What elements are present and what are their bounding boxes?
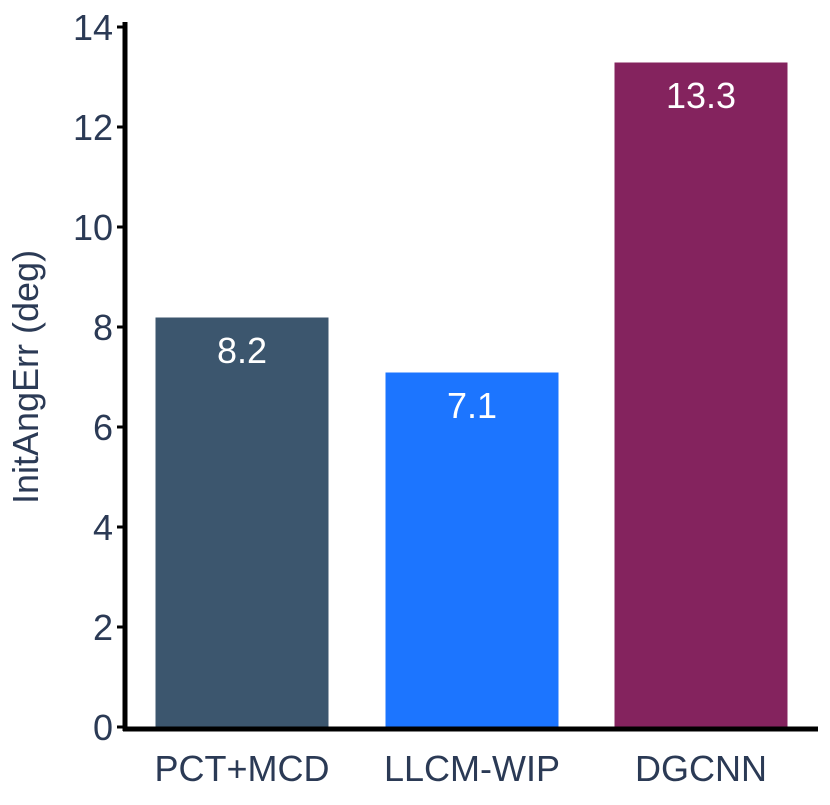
- y-tick-label: 12: [73, 107, 113, 148]
- y-tick-label: 8: [93, 307, 113, 348]
- bar-dgcnn: [613, 61, 789, 728]
- bar-pct-mcd: [154, 316, 330, 728]
- x-category-label: DGCNN: [635, 748, 767, 789]
- bars-group: 8.2 7.1 13.3: [154, 61, 789, 728]
- y-axis-ticks: 0 2 4 6 8 10 12 14: [73, 7, 125, 748]
- y-tick-label: 0: [93, 707, 113, 748]
- bar-llcm-wip: [384, 371, 560, 728]
- x-category-label: LLCM-WIP: [384, 748, 560, 789]
- y-tick-label: 14: [73, 7, 113, 48]
- y-tick-label: 10: [73, 207, 113, 248]
- y-tick-label: 2: [93, 607, 113, 648]
- y-tick-label: 6: [93, 407, 113, 448]
- bar-value-label: 13.3: [666, 75, 736, 116]
- y-tick-label: 4: [93, 507, 113, 548]
- x-category-label: PCT+MCD: [154, 748, 329, 789]
- y-axis-title: InitAngErr (deg): [5, 250, 46, 504]
- bar-value-label: 8.2: [217, 330, 267, 371]
- bar-value-label: 7.1: [447, 385, 497, 426]
- x-axis-labels: PCT+MCD LLCM-WIP DGCNN: [154, 748, 767, 789]
